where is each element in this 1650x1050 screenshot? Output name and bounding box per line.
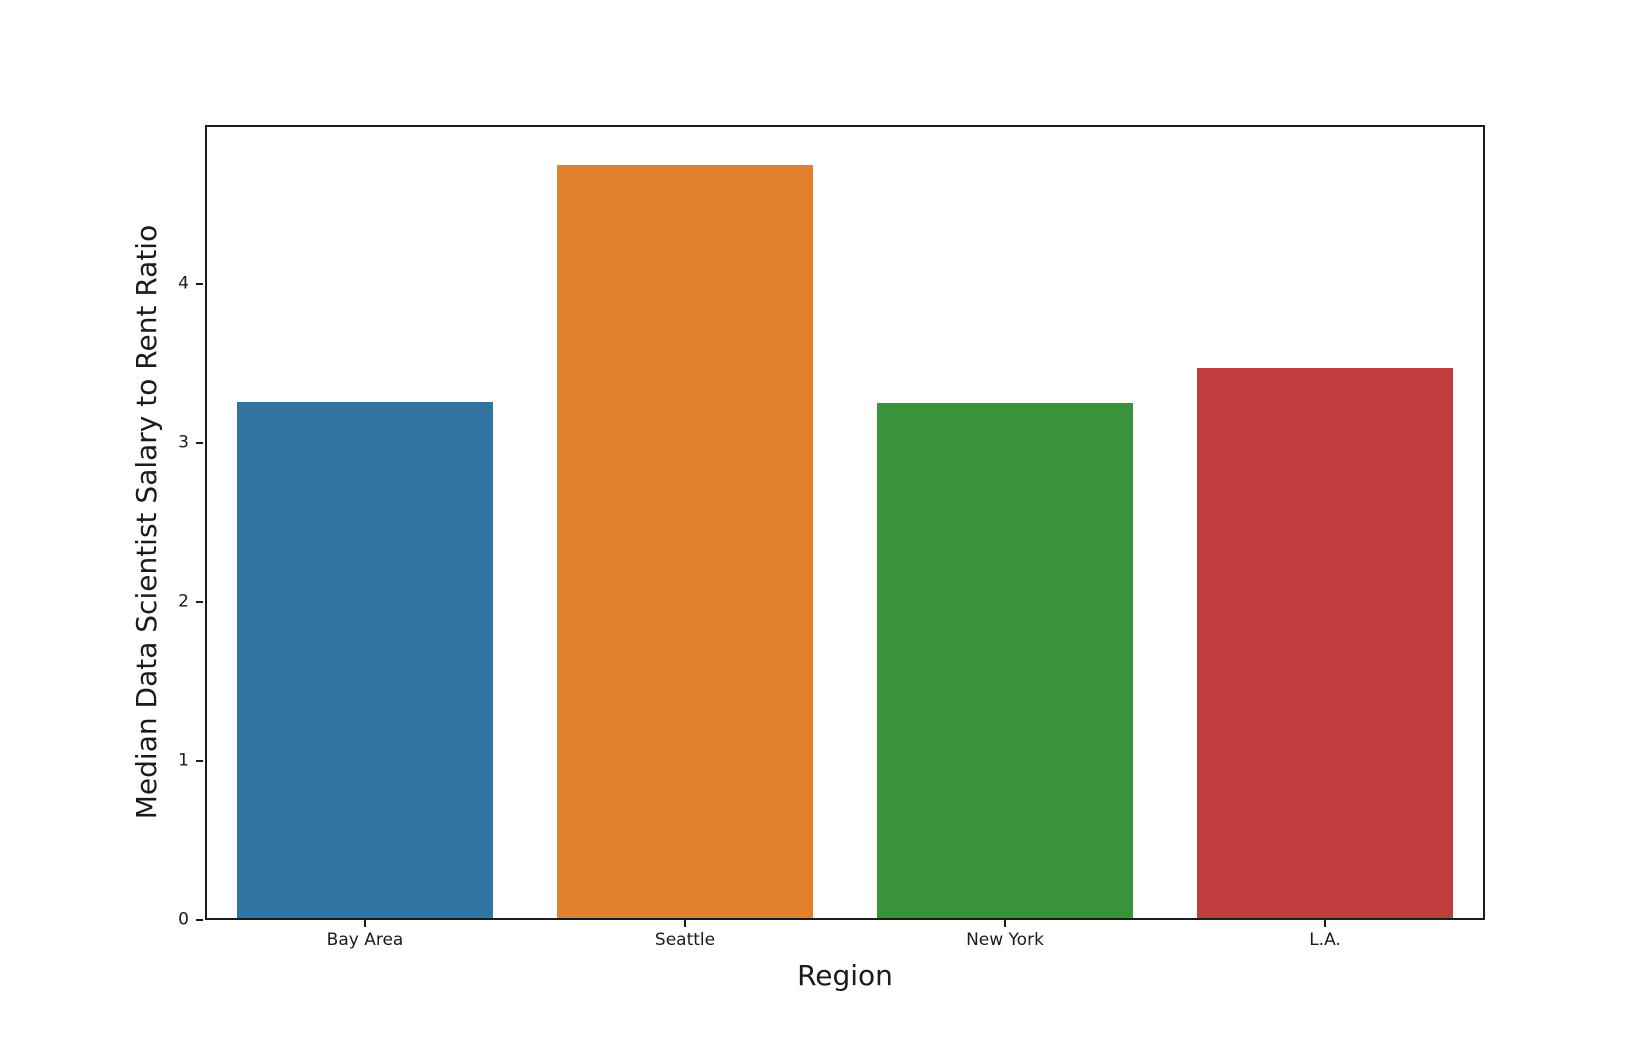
y-tick-mark xyxy=(196,919,203,921)
x-tick-label-l-a: L.A. xyxy=(1309,930,1341,950)
x-tick-mark xyxy=(684,920,686,927)
bar-l-a xyxy=(1197,368,1453,918)
y-tick-mark xyxy=(196,601,203,603)
bar-new-york xyxy=(877,403,1133,918)
y-tick-mark xyxy=(196,283,203,285)
x-tick-mark xyxy=(364,920,366,927)
y-tick-mark xyxy=(196,442,203,444)
y-tick-label: 0 xyxy=(178,909,189,930)
x-tick-label-seattle: Seattle xyxy=(654,930,716,950)
y-tick-label: 1 xyxy=(178,750,189,771)
x-tick-mark xyxy=(1004,920,1006,927)
y-axis-label: Median Data Scientist Salary to Rent Rat… xyxy=(130,224,164,820)
y-tick-mark xyxy=(196,760,203,762)
x-tick-mark xyxy=(1324,920,1326,927)
y-tick-label: 2 xyxy=(178,591,189,612)
x-tick-label-bay-area: Bay Area xyxy=(326,930,404,950)
y-tick-label: 3 xyxy=(178,432,189,453)
bar-bay-area xyxy=(237,401,493,918)
y-tick-label: 4 xyxy=(178,273,189,294)
x-tick-label-new-york: New York xyxy=(966,930,1044,950)
bar-seattle xyxy=(557,164,813,918)
plot-area xyxy=(205,125,1485,920)
x-axis-label: Region xyxy=(797,959,893,992)
